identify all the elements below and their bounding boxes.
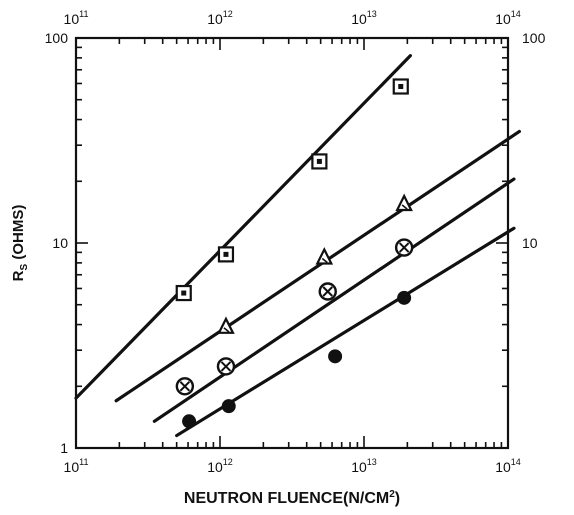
filled-circle-marker — [182, 414, 197, 429]
circle-x-marker-cross — [220, 361, 232, 372]
square-marker-dot — [223, 251, 229, 257]
axis-ticks — [76, 37, 508, 448]
square-marker-dot — [316, 158, 322, 164]
triangle-marker — [217, 316, 235, 334]
y-tick-label-right: 100 — [522, 30, 546, 46]
y-axis-title: RS (OHMS) — [10, 205, 30, 282]
x-axis-title: NEUTRON FLUENCE(N/CM2) — [184, 489, 400, 507]
x-tick-label-bottom: 1012 — [207, 457, 233, 475]
y-tick-label-left: 10 — [52, 235, 68, 251]
x-tick-label-top: 1012 — [207, 9, 233, 27]
fit-line — [74, 54, 412, 400]
filled-circle-marker — [397, 290, 412, 305]
y-tick-label-right: 10 — [522, 235, 538, 251]
x-tick-label-bottom: 1013 — [351, 457, 377, 475]
x-tick-label-bottom: 1014 — [495, 457, 521, 475]
triangle-marker-mark — [321, 257, 328, 264]
plot-frame — [74, 36, 510, 450]
filled-circle-marker — [328, 349, 343, 364]
triangle-marker-mark — [223, 327, 230, 333]
fit-line — [152, 177, 516, 423]
filled-circle-marker — [221, 399, 236, 414]
circle-x-marker-cross — [322, 286, 333, 297]
triangle-marker-mark — [401, 204, 408, 210]
triangle-marker — [315, 247, 334, 265]
triangle-marker — [395, 193, 413, 212]
data-markers — [175, 78, 414, 429]
tick-labels: 1011 1011 1012 1012 1013 1013 1014 1014 1 10 100 10… — [45, 9, 546, 475]
fit-lines — [74, 54, 522, 438]
circle-x-marker-cross — [398, 242, 410, 253]
y-tick-label-left: 100 — [45, 30, 69, 46]
x-tick-label-top: 1013 — [351, 9, 377, 27]
x-tick-label-bottom: 1011 — [64, 457, 89, 475]
x-tick-label-top: 1014 — [495, 9, 521, 27]
square-marker-dot — [398, 83, 404, 89]
square-marker-dot — [181, 290, 187, 296]
x-tick-label-top: 1011 — [64, 9, 89, 27]
fit-line — [114, 129, 522, 403]
circle-x-marker-cross — [179, 381, 191, 392]
y-tick-label-left: 1 — [60, 440, 68, 456]
